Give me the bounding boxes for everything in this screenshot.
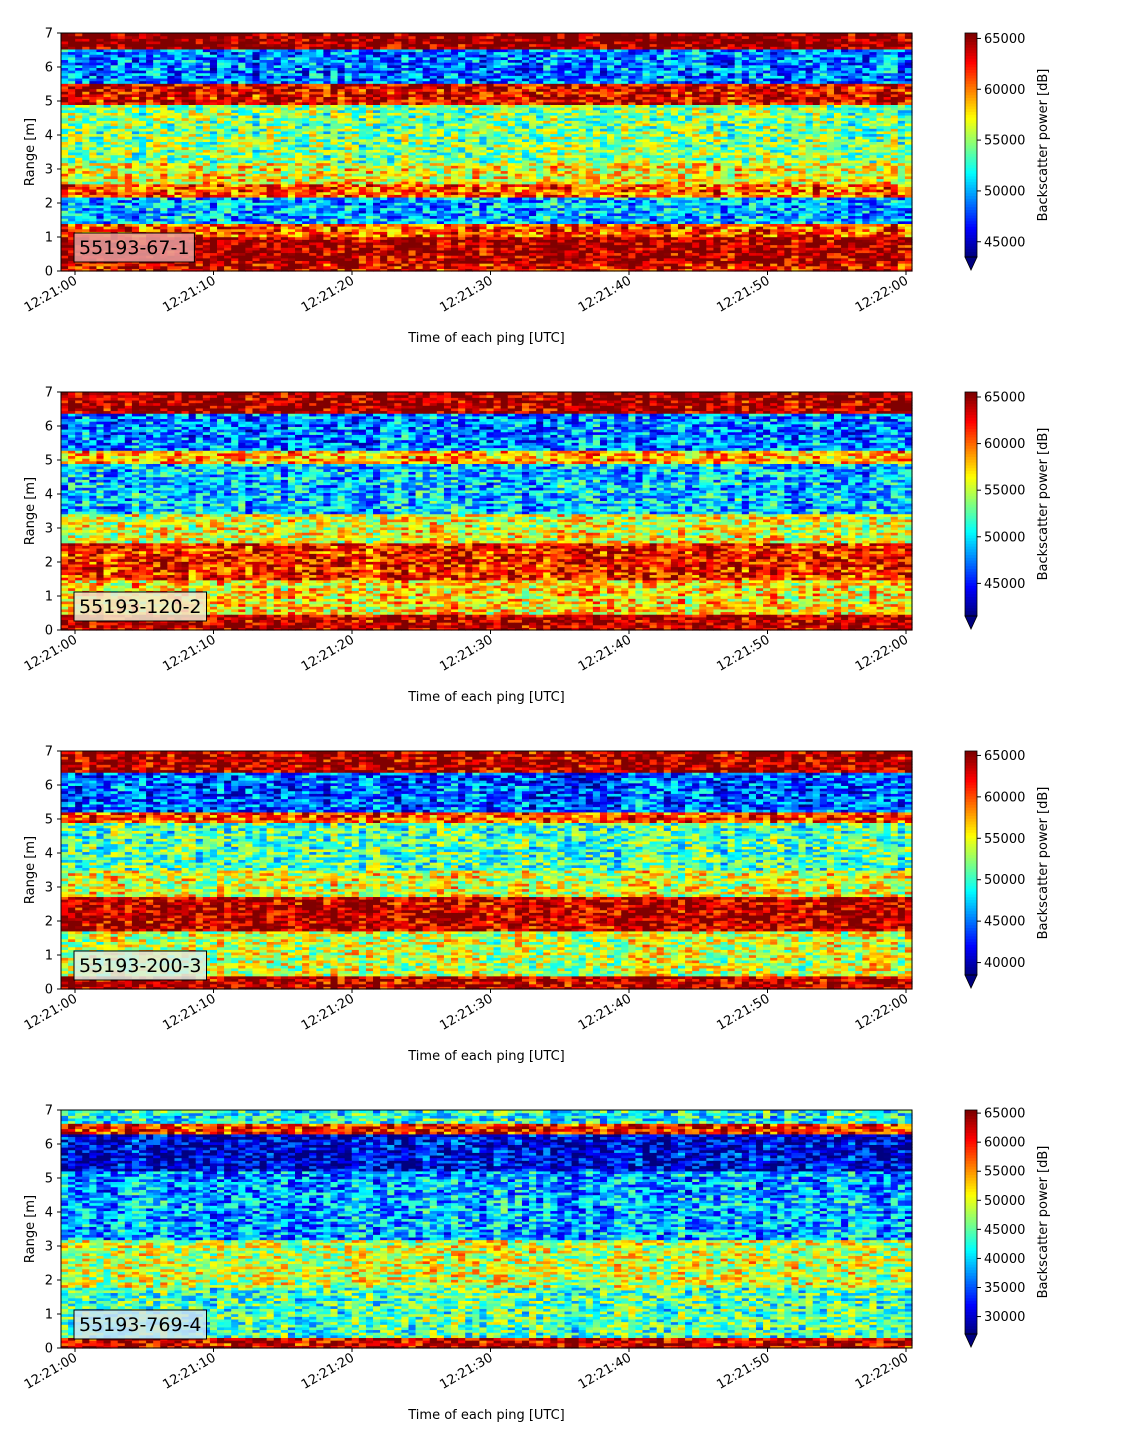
panel-1: 0123456712:21:00 12:21:10 12:21:20 12:21:30… xyxy=(22,27,1051,347)
